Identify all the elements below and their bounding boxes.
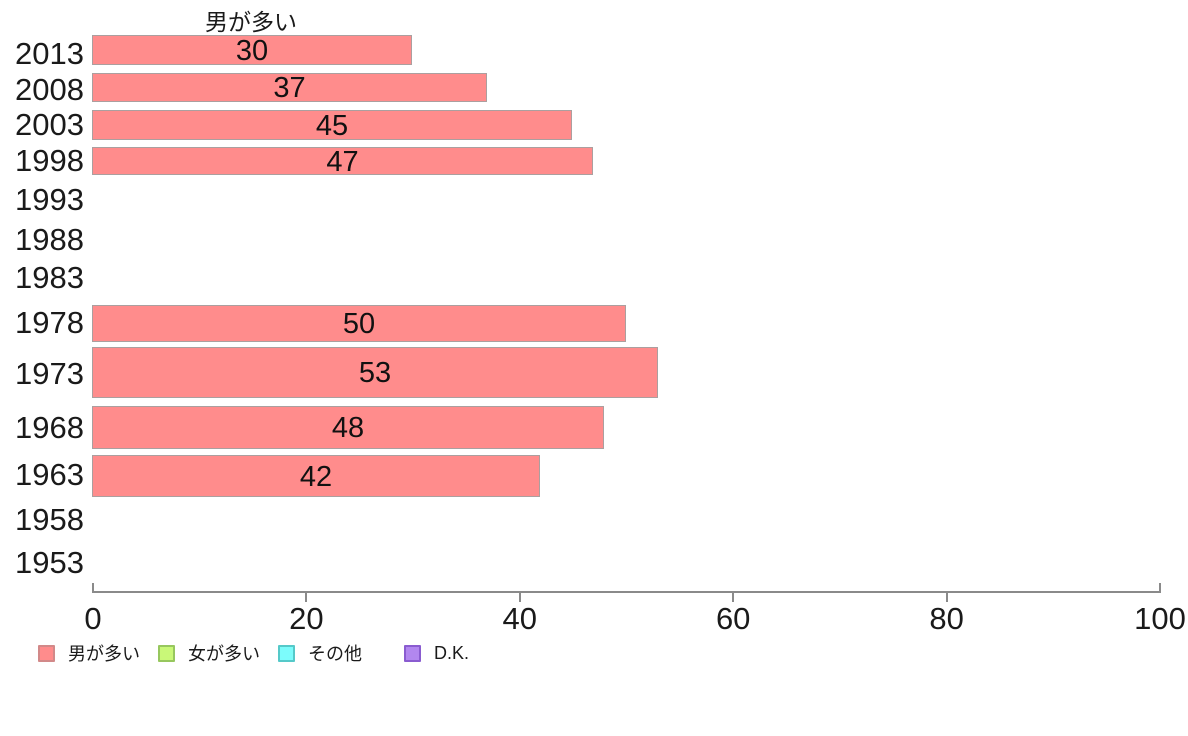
- y-axis-category-label: 1993: [15, 182, 84, 217]
- bar-value-label: 48: [331, 412, 365, 444]
- x-axis-tick-label: 0: [84, 601, 102, 636]
- bar-value-label: 53: [358, 357, 392, 389]
- bar-value-label: 42: [299, 460, 333, 493]
- bar: 45: [92, 110, 572, 140]
- y-axis-category-label: 1968: [15, 410, 84, 445]
- bar-value-label: 45: [315, 109, 349, 142]
- bar-value-label: 50: [342, 308, 376, 340]
- bar: 53: [92, 347, 658, 398]
- y-axis-category-label: 1963: [15, 457, 84, 492]
- legend-item: その他: [278, 640, 362, 666]
- y-axis-category-label: 2013: [15, 36, 84, 71]
- y-axis-category-label: 1983: [15, 260, 84, 295]
- x-axis-tick-label: 40: [502, 601, 538, 636]
- x-axis-tick-label: 20: [289, 601, 324, 636]
- legend-item: 女が多い: [158, 640, 260, 666]
- legend-item: 男が多い: [38, 640, 140, 666]
- x-axis-tick-label: 60: [715, 601, 751, 636]
- x-axis-end-cap: [1159, 583, 1161, 592]
- x-axis-tick: [945, 592, 948, 602]
- bar: 47: [92, 145, 593, 178]
- y-axis-category-label: 1978: [15, 305, 84, 340]
- x-axis-line: [92, 591, 1161, 593]
- y-axis-category-label: 1953: [15, 545, 84, 580]
- legend-label: 女が多い: [188, 644, 260, 664]
- legend-swatch-icon: [38, 644, 55, 662]
- chart-title: 男が多い: [205, 9, 297, 35]
- bar: 30: [92, 35, 412, 65]
- y-axis-category-label: 1973: [15, 356, 84, 391]
- legend-label: D.K.: [434, 642, 470, 663]
- x-axis-tick: [732, 592, 735, 602]
- bar-value-label: 47: [326, 145, 359, 178]
- x-axis-tick-label: 80: [929, 601, 964, 636]
- legend-item: D.K.: [404, 643, 469, 664]
- bar-value-label: 37: [273, 72, 306, 104]
- x-axis-tick-label: 100: [1134, 601, 1186, 636]
- bar: 48: [92, 406, 604, 449]
- legend-swatch-icon: [404, 644, 421, 662]
- legend: 男が多い 女が多い その他 D.K.: [38, 640, 469, 666]
- y-axis-category-label: 1988: [15, 222, 84, 257]
- bar-value-label: 30: [235, 34, 269, 67]
- bar: 37: [92, 72, 487, 104]
- y-axis-category-label: 2003: [15, 107, 84, 142]
- y-axis-category-label: 1958: [15, 502, 84, 537]
- x-axis-tick: [305, 592, 308, 602]
- y-axis-category-label: 1998: [15, 143, 84, 178]
- y-axis-category-label: 2008: [15, 72, 84, 107]
- legend-swatch-icon: [158, 644, 175, 662]
- bar: 50: [92, 305, 626, 342]
- legend-label: 男が多い: [68, 644, 140, 664]
- x-axis-tick: [518, 592, 521, 602]
- legend-swatch-icon: [278, 644, 295, 662]
- bar: 42: [92, 455, 540, 497]
- x-axis-end-cap: [92, 583, 94, 592]
- legend-label: その他: [308, 644, 362, 664]
